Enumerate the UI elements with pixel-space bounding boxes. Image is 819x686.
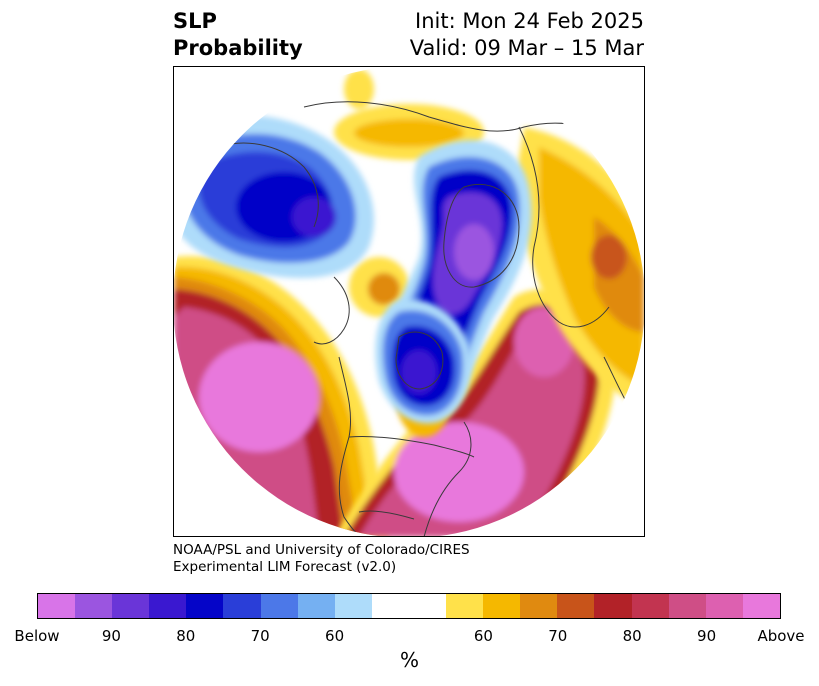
colorbar-tick-label: Below — [14, 627, 60, 645]
colorbar-swatch — [112, 594, 150, 618]
above-region-atlantic — [334, 289, 616, 536]
credit-line-1: NOAA/PSL and University of Colorado/CIRE… — [173, 542, 470, 558]
coastline-alaska — [313, 276, 350, 345]
canada-indigo — [401, 350, 437, 394]
arctic-orange — [354, 119, 464, 147]
title-line-1: SLP — [173, 9, 217, 33]
colorbar-swatch — [446, 594, 484, 618]
colorbar-swatch — [223, 594, 261, 618]
nw-indigo — [292, 197, 336, 237]
coastline-europe — [518, 126, 610, 328]
colorbar-swatch — [742, 594, 780, 618]
colorbar-tick-label: 80 — [176, 627, 196, 645]
colorbar-tick-label: 70 — [250, 627, 270, 645]
colorbar-tick-label: 70 — [548, 627, 568, 645]
colorbar-tick-label: 80 — [622, 627, 642, 645]
above-region-europe — [514, 127, 644, 407]
pacific-magenta — [199, 342, 319, 452]
colorbar-swatch — [297, 594, 335, 618]
arctic-small-yellow — [344, 69, 374, 109]
europe-orange — [539, 147, 644, 387]
colorbar-swatch — [631, 594, 669, 618]
colorbar-swatch — [149, 594, 187, 618]
coastline-north-america-west — [338, 356, 363, 536]
chart-title: SLP Probability — [173, 8, 303, 62]
colorbar — [37, 593, 781, 619]
colorbar-swatch — [594, 594, 632, 618]
title-line-2: Probability — [173, 36, 303, 60]
init-date-label: Init: Mon 24 Feb 2025 — [415, 9, 644, 33]
polar-map-svg — [174, 67, 644, 536]
colorbar-ticks: Below 90 80 70 60 60 70 80 90 Above — [0, 627, 819, 647]
credit-text: NOAA/PSL and University of Colorado/CIRE… — [173, 542, 470, 576]
colorbar-swatch — [408, 594, 447, 618]
below-region-northwest — [174, 115, 374, 279]
coastlines — [218, 101, 644, 536]
colorbar-tick-label: 60 — [325, 627, 345, 645]
colorbar-unit-label: % — [399, 648, 419, 672]
colorbar-swatch — [557, 594, 595, 618]
colorbar-swatch — [186, 594, 224, 618]
coastline-north-america-east — [423, 421, 472, 536]
valid-date-label: Valid: 09 Mar – 15 Mar — [409, 36, 644, 60]
colorbar-swatch — [371, 594, 409, 618]
central-purple — [454, 224, 494, 280]
colorbar-swatch — [75, 594, 113, 618]
colorbar-tick-label: 60 — [473, 627, 493, 645]
coastline-asia-east — [218, 142, 319, 228]
colorbar-swatch — [668, 594, 706, 618]
colorbar-swatch — [705, 594, 743, 618]
colorbar-swatch — [483, 594, 521, 618]
colorbar-swatch — [520, 594, 558, 618]
colorbar-swatch — [260, 594, 298, 618]
colorbar-tick-label: 90 — [101, 627, 121, 645]
border-us-mexico — [358, 510, 415, 520]
colorbar-swatch — [334, 594, 372, 618]
border-us-canada — [348, 435, 475, 458]
bering-orange — [368, 273, 400, 305]
probability-map — [173, 66, 645, 537]
coastline-hudson — [395, 331, 444, 390]
europe-red-patch — [591, 235, 627, 279]
credit-line-2: Experimental LIM Forecast (v2.0) — [173, 559, 397, 575]
coastline-greenland — [443, 183, 520, 288]
colorbar-tick-label: Above — [757, 627, 805, 645]
colorbar-tick-label: 90 — [697, 627, 717, 645]
colorbar-swatch — [38, 594, 76, 618]
forecast-dates: Init: Mon 24 Feb 2025 Valid: 09 Mar – 15… — [344, 8, 644, 62]
